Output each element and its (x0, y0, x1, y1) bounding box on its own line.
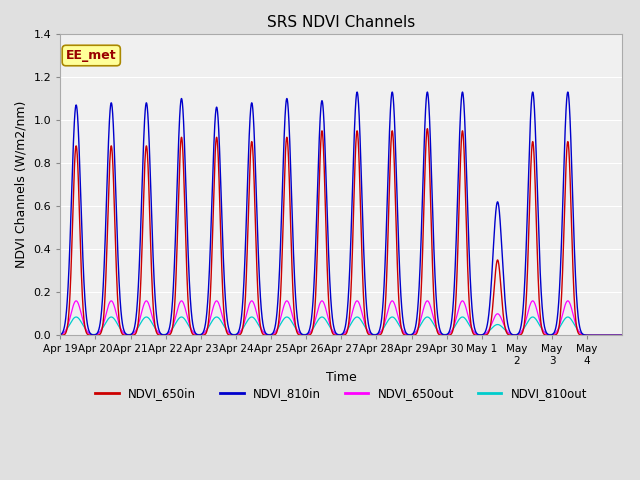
Legend: NDVI_650in, NDVI_810in, NDVI_650out, NDVI_810out: NDVI_650in, NDVI_810in, NDVI_650out, NDV… (90, 382, 592, 405)
Y-axis label: NDVI Channels (W/m2/nm): NDVI Channels (W/m2/nm) (15, 101, 28, 268)
Text: EE_met: EE_met (66, 49, 116, 62)
X-axis label: Time: Time (326, 372, 356, 384)
Title: SRS NDVI Channels: SRS NDVI Channels (267, 15, 415, 30)
